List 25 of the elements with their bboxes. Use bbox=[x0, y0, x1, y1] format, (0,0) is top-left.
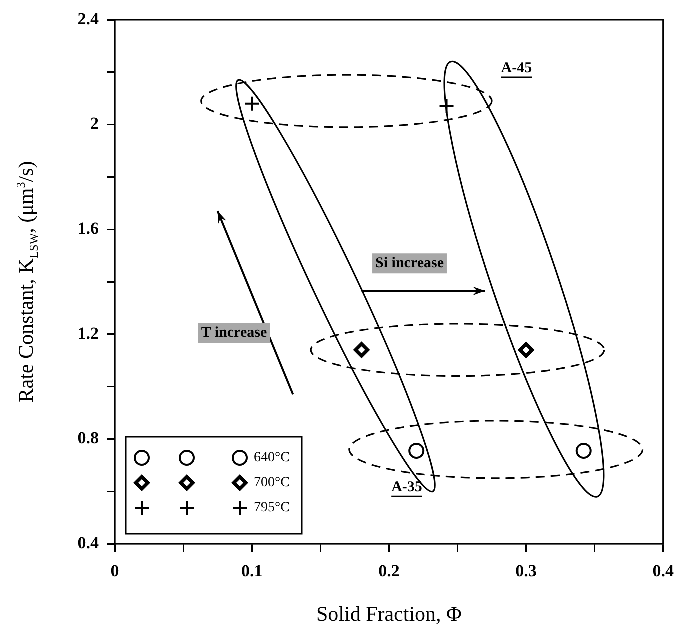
legend-label: 640°C bbox=[254, 450, 290, 466]
legend-label: 795°C bbox=[254, 500, 290, 516]
x-tick-label: 0.3 bbox=[516, 562, 537, 581]
legend-label: 700°C bbox=[254, 476, 290, 491]
point bbox=[438, 98, 455, 114]
y-tick-label: 0.4 bbox=[78, 533, 100, 552]
x-tick-label: 0 bbox=[110, 562, 120, 581]
x-axis-title: Solid Fraction, Φ bbox=[316, 602, 462, 626]
x-tick-label: 0.2 bbox=[378, 562, 400, 581]
y-tick-label: 0.8 bbox=[78, 428, 99, 448]
annotation: A-45 bbox=[501, 60, 532, 76]
point bbox=[408, 442, 425, 459]
y-tick-label: 1.6 bbox=[78, 218, 99, 238]
annotation: A-35 bbox=[392, 480, 422, 496]
y-tick-label: 2 bbox=[90, 114, 99, 134]
x-tick-label: 0.4 bbox=[652, 562, 674, 581]
y-tick-label: 2.4 bbox=[78, 9, 100, 28]
point bbox=[576, 442, 592, 459]
annotation: Si increase bbox=[376, 256, 444, 272]
point bbox=[244, 96, 260, 112]
point bbox=[518, 342, 534, 358]
annotation: T increase bbox=[201, 324, 268, 341]
y-tick-label: 1.2 bbox=[78, 324, 99, 343]
x-tick-label: 0.1 bbox=[241, 562, 263, 581]
point bbox=[354, 342, 370, 358]
